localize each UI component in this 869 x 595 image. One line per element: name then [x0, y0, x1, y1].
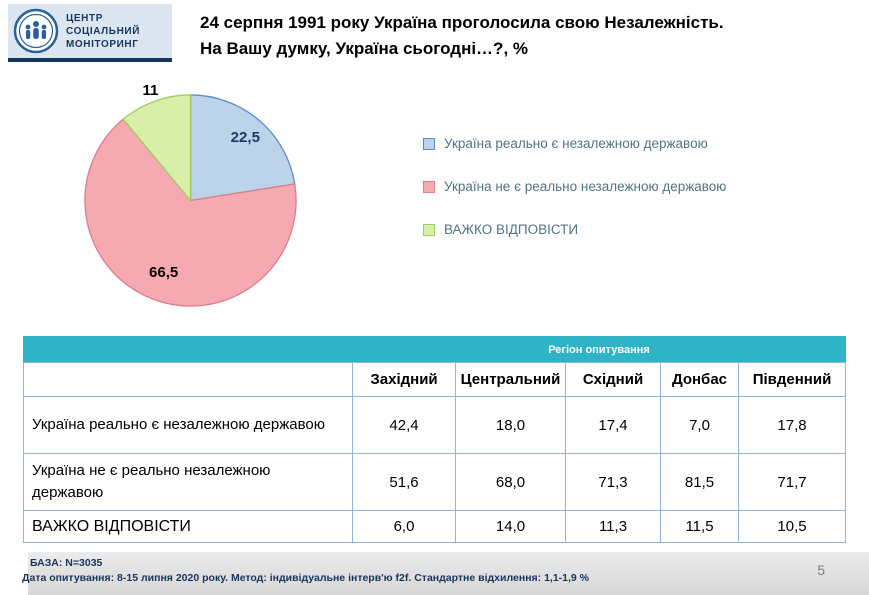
footer-strip	[28, 552, 869, 595]
column-header-donbas: Донбас	[660, 362, 739, 397]
pie-chart: 22,5 66,5 11	[84, 82, 297, 307]
pie-chart-area: 22,5 66,5 11	[68, 78, 313, 323]
row-label: ВАЖКО ВІДПОВІСТИ	[23, 509, 353, 544]
pie-value-label-2: 11	[142, 82, 158, 99]
logo-line-1: ЦЕНТР	[66, 12, 103, 24]
table-cell: 68,0	[455, 453, 566, 511]
legend-item-not-independent: Україна не є реально незалежною державою	[423, 179, 726, 194]
footer-details-text: Дата опитування: 8-15 липня 2020 року. М…	[22, 572, 590, 584]
pie-value-label-0: 22,5	[231, 129, 260, 146]
column-header-east: Східний	[565, 362, 661, 397]
table-column-header-row: Західний Центральний Східний Донбас Півд…	[23, 362, 847, 397]
logo-line-3: МОНІТОРИНГ	[66, 38, 139, 50]
table-label-column-header	[23, 362, 353, 397]
table-cell: 17,4	[565, 396, 661, 454]
table-cell: 6,0	[352, 509, 456, 544]
pie-slice-0	[189, 94, 296, 202]
table-cell: 71,7	[737, 453, 847, 511]
table-cell: 42,4	[352, 396, 456, 454]
table-cell: 71,3	[565, 453, 661, 511]
pie-value-label-1: 66,5	[149, 264, 178, 281]
legend-marker-not-independent	[423, 181, 435, 193]
table-row: Україна не є реально незалежною державою…	[23, 453, 847, 511]
column-header-west: Західний	[352, 362, 456, 397]
table-cell: 7,0	[660, 396, 739, 454]
slide-title-line-2: На Вашу думку, Україна сьогодні…?, %	[200, 39, 529, 59]
slide-title: 24 серпня 1991 року Україна проголосила …	[200, 10, 840, 63]
table-cell: 81,5	[660, 453, 739, 511]
table-row: ВАЖКО ВІДПОВІСТИ 6,0 14,0 11,3 11,5 10,5	[23, 509, 847, 544]
logo-line-2: СОЦІАЛЬНИЙ	[66, 25, 140, 37]
pie-slice-1	[84, 118, 297, 307]
legend-item-independent: Україна реально є незалежною державою	[423, 136, 726, 151]
legend-marker-independent	[423, 138, 435, 150]
row-label: Україна не є реально незалежною державою	[23, 453, 353, 511]
table-cell: 18,0	[455, 396, 566, 454]
legend-item-hard-to-answer: ВАЖКО ВІДПОВІСТИ	[423, 222, 726, 237]
table-cell: 11,5	[660, 509, 739, 544]
table-cell: 17,8	[737, 396, 847, 454]
legend-label: Україна не є реально незалежною державою	[444, 179, 727, 194]
table-row: Україна реально є незалежною державою 42…	[23, 396, 847, 454]
region-table-wrap: Регіон опитування Західний Центральний С…	[23, 336, 847, 544]
column-header-central: Центральний	[455, 362, 566, 397]
row-label: Україна реально є незалежною державою	[23, 396, 353, 454]
chart-legend: Україна реально є незалежною державою Ук…	[423, 136, 726, 237]
logo-text: ЦЕНТР СОЦІАЛЬНИЙ МОНІТОРИНГ	[66, 12, 140, 51]
page-number: 5	[817, 562, 825, 578]
table-cell: 10,5	[737, 509, 847, 544]
region-table: Регіон опитування Західний Центральний С…	[23, 336, 847, 544]
pie-slice-2	[122, 94, 192, 203]
table-cell: 51,6	[352, 453, 456, 511]
table-cell: 14,0	[455, 509, 566, 544]
legend-marker-hard-to-answer	[423, 224, 435, 236]
table-corner-cell	[23, 336, 353, 363]
slide-title-line-1: 24 серпня 1991 року Україна проголосила …	[200, 13, 724, 32]
table-cell: 11,3	[565, 509, 661, 544]
table-group-header-row: Регіон опитування	[23, 336, 847, 363]
column-header-south: Південний	[737, 362, 847, 397]
footer-base-text: БАЗА: N=3035	[30, 557, 103, 569]
legend-label: ВАЖКО ВІДПОВІСТИ	[444, 222, 579, 237]
logo-icon	[13, 8, 59, 54]
legend-label: Україна реально є незалежною державою	[444, 136, 708, 151]
table-group-header: Регіон опитування	[351, 336, 847, 363]
logo: ЦЕНТР СОЦІАЛЬНИЙ МОНІТОРИНГ	[8, 4, 172, 62]
